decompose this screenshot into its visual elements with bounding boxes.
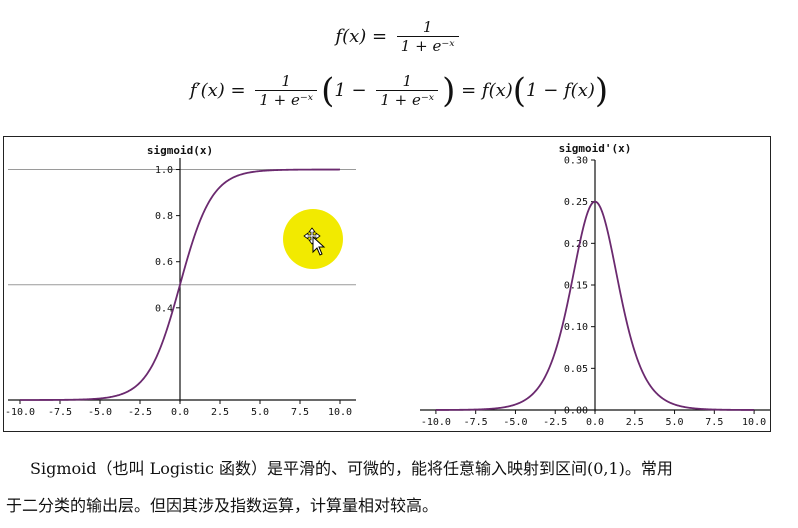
y-tick-label: 1.0 [155,165,173,176]
formula-lhs: f′(x) = [189,80,252,101]
fraction-numerator: 1 [402,72,412,90]
formula-fraction: 1 1 + e⁻ˣ [255,72,318,109]
y-tick-label: 0.8 [155,211,173,222]
plot-frame [3,136,771,432]
x-tick-label: 5.0 [666,417,684,428]
x-tick-label: 5.0 [251,407,269,418]
x-tick-label: -2.5 [543,417,567,428]
x-tick-label: -5.0 [88,407,112,418]
cursor-highlight [283,209,343,269]
x-tick-label: 7.5 [291,407,309,418]
y-tick-label: 0.10 [564,322,588,333]
x-tick-label: 0.0 [171,407,189,418]
x-tick-label: 10.0 [742,417,766,428]
x-tick-label: -5.0 [503,417,527,428]
formula-fraction: 1 1 + e⁻ˣ [376,72,439,109]
close-paren: ) [442,70,456,111]
fraction-denominator: 1 + e⁻ˣ [376,90,439,109]
formula-term: 1 − [334,80,373,101]
close-paren: ) [594,70,609,111]
formula-lhs: f(x) = [335,26,393,47]
x-tick-label: 2.5 [626,417,644,428]
chart-title: sigmoid'(x) [559,142,632,155]
x-tick-label: 0.0 [586,417,604,428]
description-paragraph-line1: Sigmoid（也叫 Logistic 函数）是平滑的、可微的，能将任意输入映射… [30,459,673,478]
x-tick-label: 2.5 [211,407,229,418]
series-line [20,168,340,401]
fraction-denominator: 1 + e⁻ˣ [255,90,318,109]
sigmoid-derivative-formula: f′(x) = 1 1 + e⁻ˣ ( 1 − 1 1 + e⁻ˣ ) = f(… [0,72,798,109]
x-tick-label: -10.0 [421,417,451,428]
x-tick-label: 10.0 [328,407,352,418]
y-tick-label: 0.05 [564,364,588,375]
fraction-numerator: 1 [281,72,291,90]
y-tick-label: 0.6 [155,257,173,268]
y-tick-label: 0.4 [155,303,173,314]
y-tick-label: 0.30 [564,156,588,167]
series-line [435,200,755,411]
x-tick-label: -7.5 [48,407,72,418]
y-tick-label: 0.15 [564,281,588,292]
y-tick-label: 0.25 [564,197,588,208]
fraction-numerator: 1 [422,18,433,36]
open-paren: ( [321,70,335,111]
x-tick-label: 7.5 [705,417,723,428]
x-tick-label: -7.5 [464,417,488,428]
formula-rhs: = f(x) [455,80,513,101]
x-tick-label: -2.5 [128,407,152,418]
move-cursor-icon [303,227,326,256]
chart-title: sigmoid(x) [147,144,213,157]
sigmoid-formula: f(x) = 1 1 + e⁻ˣ [0,18,798,55]
x-tick-label: -10.0 [5,407,35,418]
formula-fraction: 1 1 + e⁻ˣ [396,18,459,55]
description-paragraph-line2: 于二分类的输出层。但因其涉及指数运算，计算量相对较高。 [6,496,439,515]
open-paren: ( [512,70,527,111]
fraction-denominator: 1 + e⁻ˣ [396,36,459,55]
y-tick-label: 0.00 [564,406,588,417]
formula-term: 1 − f(x) [526,80,595,101]
y-tick-label: 0.20 [564,239,588,250]
